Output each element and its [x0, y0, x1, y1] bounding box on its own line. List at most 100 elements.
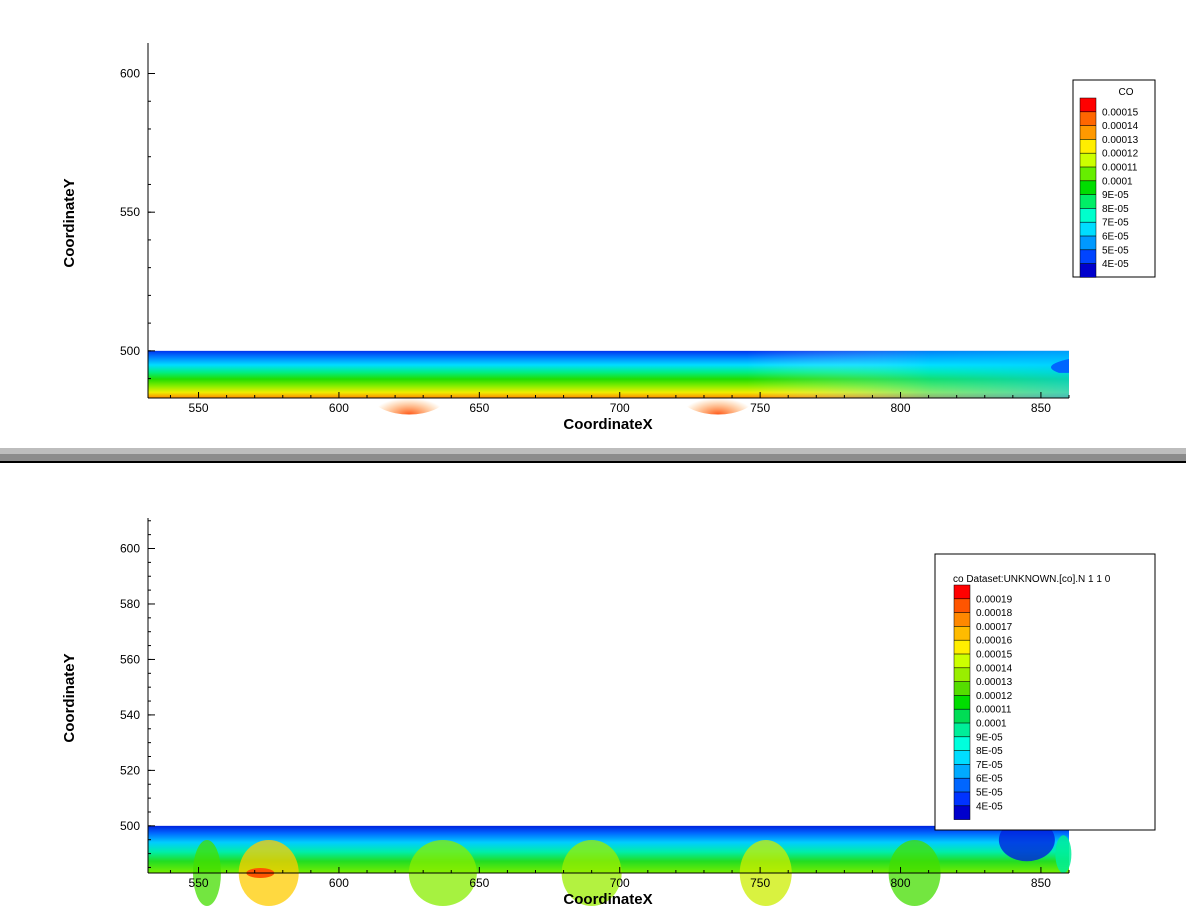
x-tick-label: 600: [329, 401, 349, 415]
legend-level-label: 4E-05: [976, 801, 1003, 812]
legend-swatch: [954, 764, 970, 779]
y-tick-label: 540: [120, 708, 140, 722]
legend-level-label: 0.00015: [1102, 107, 1139, 118]
legend-level-label: 0.00015: [976, 650, 1013, 661]
legend-swatch: [1080, 167, 1096, 181]
legend-swatch: [954, 723, 970, 737]
y-tick-label: 580: [120, 597, 140, 611]
legend-swatch: [954, 695, 970, 710]
x-tick-label: 550: [189, 876, 209, 890]
y-tick-label: 500: [120, 344, 140, 358]
x-tick-label: 650: [469, 876, 489, 890]
legend-swatch: [954, 612, 970, 627]
x-axis-label-top: CoordinateX: [563, 416, 652, 433]
y-tick-label: 560: [120, 652, 140, 666]
legend-level-label: 0.00019: [976, 594, 1013, 605]
legend-swatch: [1080, 222, 1096, 236]
legend-swatch: [1080, 249, 1096, 264]
legend-level-label: 0.00016: [976, 636, 1013, 647]
x-tick-label: 750: [750, 401, 770, 415]
legend-level-label: 0.00013: [976, 677, 1013, 688]
legend-level-label: 0.00018: [976, 608, 1013, 619]
legend-swatch: [1080, 194, 1096, 209]
x-tick-label: 800: [891, 876, 911, 890]
legend-level-label: 9E-05: [976, 732, 1003, 743]
legend-level-label: 6E-05: [1102, 232, 1129, 243]
legend-level-label: 8E-05: [1102, 204, 1129, 215]
legend-level-label: 4E-05: [1102, 259, 1129, 270]
legend-swatch: [954, 598, 970, 613]
legend-level-label: 0.00013: [1102, 135, 1139, 146]
x-tick-label: 850: [1031, 401, 1051, 415]
legend-level-label: 0.0001: [976, 719, 1007, 730]
legend-swatch: [1080, 180, 1096, 195]
legend-level-label: 0.00011: [1102, 163, 1138, 174]
y-tick-label: 520: [120, 763, 140, 777]
y-tick-label: 550: [120, 205, 140, 219]
axes-top: 550 600 650 700 750 800 850 500 550 600: [120, 43, 1070, 415]
legend-level-label: 6E-05: [976, 774, 1003, 785]
legend-swatch: [954, 805, 970, 820]
legend-level-label: 0.00011: [976, 705, 1012, 716]
legend-level-label: 7E-05: [1102, 218, 1129, 229]
legend-level-label: 0.0001: [1102, 176, 1133, 187]
x-tick-label: 800: [891, 401, 911, 415]
legend-swatch: [954, 681, 970, 696]
contour-lobe: [1055, 835, 1072, 873]
y-tick-label: 500: [120, 819, 140, 833]
legend-swatch: [1080, 236, 1096, 250]
x-tick-label: 700: [610, 876, 630, 890]
legend-swatch: [954, 736, 970, 751]
x-axis-label-bottom: CoordinateX: [563, 891, 652, 908]
y-tick-label: 600: [120, 542, 140, 556]
legend-top: CO 0.00015 0.00014 0.00013 0.00012 0.00011 0.…: [1072, 79, 1156, 278]
contour-field-top: [148, 350, 1069, 415]
legend-swatch: [954, 709, 970, 723]
x-tick-label: 600: [329, 876, 349, 890]
legend-swatch: [1080, 139, 1096, 154]
chart-bottom-svg: 550 600 650 700 750 800 850500520540560580600 …: [61, 518, 1156, 908]
y-axis-label-top: CoordinateY: [61, 178, 78, 267]
legend-level-label: 0.00017: [976, 622, 1013, 633]
legend-level-label: 5E-05: [976, 788, 1003, 799]
legend-swatch: [954, 626, 970, 641]
legend-swatch: [954, 792, 970, 806]
contour-lobe: [1051, 358, 1069, 373]
legend-title-top: CO: [1119, 87, 1134, 98]
legend-level-label: 0.00012: [1102, 149, 1139, 160]
legend-swatch: [954, 667, 970, 682]
contour-field-bottom: [148, 818, 1072, 907]
legend-swatch: [954, 654, 970, 668]
chart-top-svg: 550 600 650 700 750 800 850 500 550 600 Coordinat…: [61, 43, 1156, 433]
legend-swatch: [1080, 111, 1096, 126]
legend-level-label: 0.00014: [1102, 121, 1139, 132]
legend-swatch: [1080, 125, 1096, 140]
legend-swatch: [1080, 98, 1096, 112]
legend-level-label: 0.00012: [976, 691, 1013, 702]
x-tick-label: 650: [469, 401, 489, 415]
legend-swatch: [954, 585, 970, 599]
legend-level-label: 5E-05: [1102, 245, 1129, 256]
chart-panel-bottom: 550 600 650 700 750 800 850 500 520 540 560 580 600 …: [0, 465, 1186, 908]
legend-level-label: 7E-05: [976, 760, 1003, 771]
panel-divider[interactable]: [0, 448, 1186, 465]
legend-level-label: 8E-05: [976, 746, 1003, 757]
legend-swatch: [954, 778, 970, 792]
legend-swatch: [1080, 263, 1096, 278]
legend-title-bottom: co Dataset:UNKNOWN.[co].N 1 1 0: [953, 574, 1111, 585]
y-tick-label: 600: [120, 67, 140, 81]
legend-swatch: [954, 640, 970, 654]
legend-swatch: [1080, 153, 1096, 167]
chart-panel-top: 550 600 650 700 750 800 850 500 550 600 Coordinat…: [0, 0, 1186, 448]
legend-level-label: 9E-05: [1102, 190, 1129, 201]
x-tick-label: 850: [1031, 876, 1051, 890]
legend-level-label: 0.00014: [976, 663, 1013, 674]
legend-bottom: co Dataset:UNKNOWN.[co].N 1 1 0 0.00019 0…: [934, 553, 1156, 831]
legend-swatch: [1080, 208, 1096, 223]
axes-bottom: 550 600 650 700 750 800 850 500 520 540 560 580 600: [120, 518, 1070, 890]
legend-swatch: [954, 750, 970, 765]
x-tick-label: 550: [189, 401, 209, 415]
contour-band: [148, 350, 1069, 398]
x-tick-label: 700: [610, 401, 630, 415]
x-tick-label: 750: [750, 876, 770, 890]
